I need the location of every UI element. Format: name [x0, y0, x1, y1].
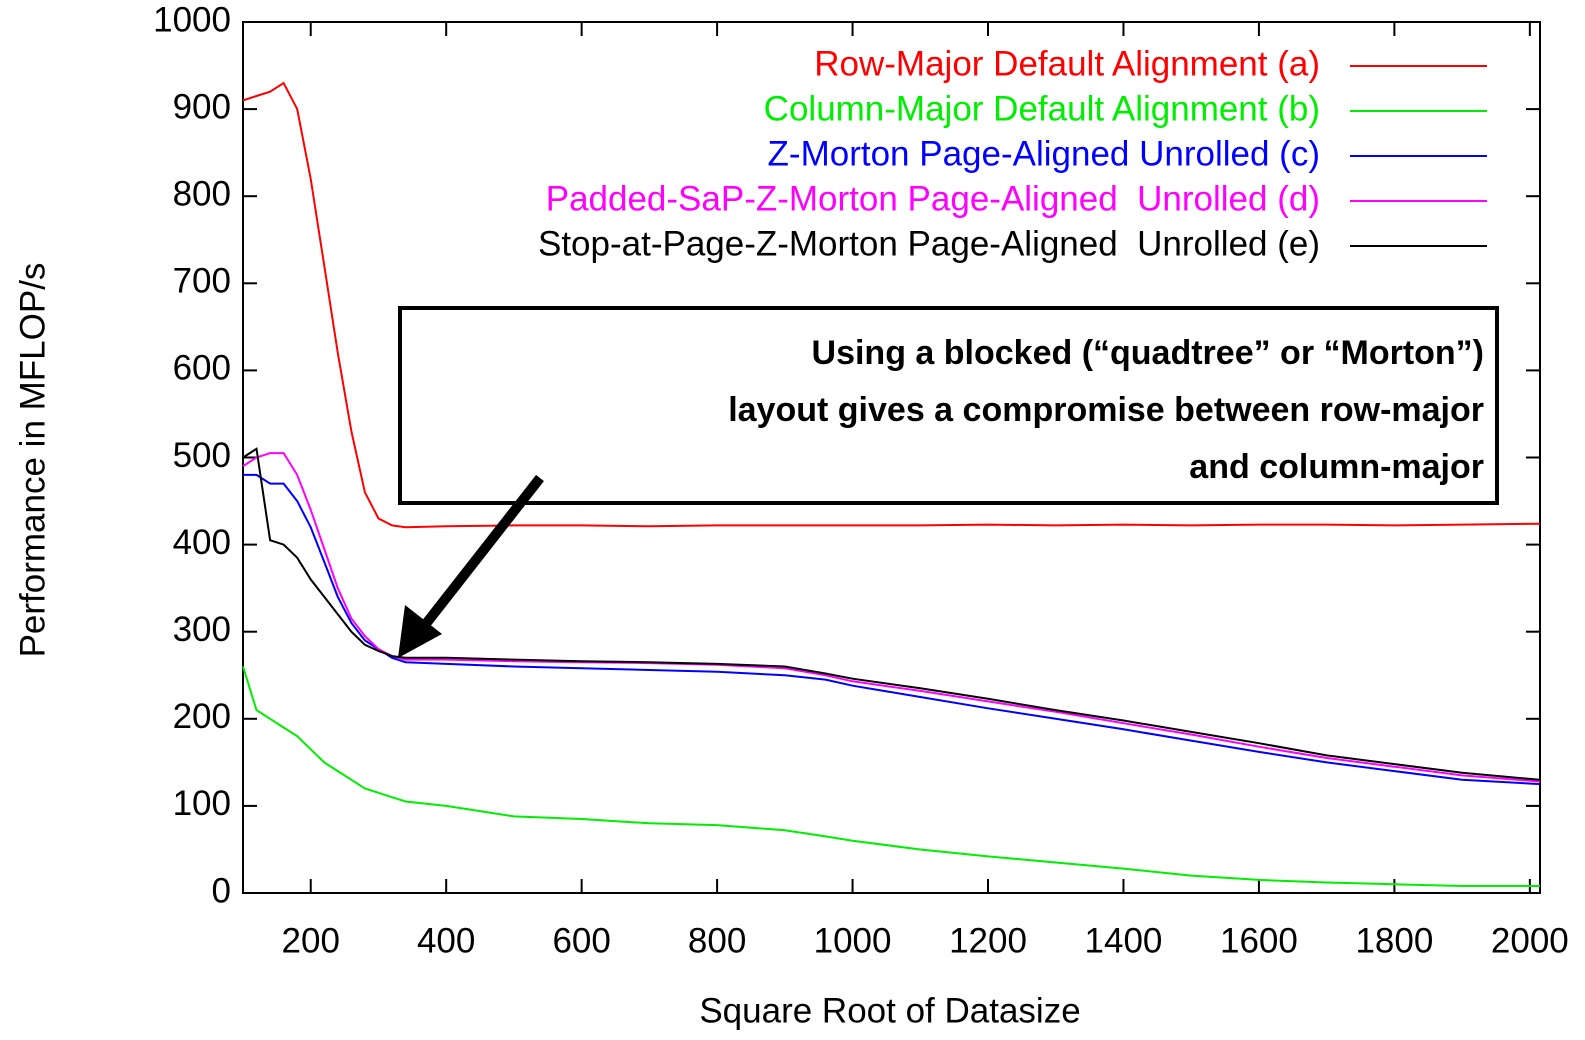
- y-tick-label: 900: [173, 87, 231, 126]
- legend-label: Column-Major Default Alignment (b): [764, 89, 1320, 128]
- x-tick-label: 1000: [814, 921, 892, 960]
- y-tick-label: 600: [173, 349, 231, 388]
- x-tick-label: 1600: [1220, 921, 1298, 960]
- annotation-text: and column-major: [1189, 448, 1484, 486]
- legend-label: Row-Major Default Alignment (a): [814, 44, 1320, 83]
- y-tick-label: 200: [173, 697, 231, 736]
- annotation-box: [398, 306, 1499, 505]
- x-tick-label: 1200: [949, 921, 1027, 960]
- legend-label: Padded-SaP-Z-Morton Page-Aligned Unrolle…: [546, 179, 1320, 218]
- y-tick-label: 1000: [153, 0, 231, 39]
- x-axis-title: Square Root of Datasize: [699, 991, 1080, 1030]
- legend-label: Z-Morton Page-Aligned Unrolled (c): [768, 134, 1320, 173]
- series-line: [242, 447, 1541, 781]
- x-tick-label: 1800: [1355, 921, 1433, 960]
- series-line: [242, 666, 1540, 887]
- annotation-text: layout gives a compromise between row-ma…: [728, 391, 1484, 429]
- x-tick-label: 1400: [1085, 921, 1163, 960]
- x-tick-label: 400: [417, 921, 475, 960]
- y-tick-label: 500: [173, 436, 231, 475]
- x-tick-label: 800: [688, 921, 746, 960]
- y-tick-label: 300: [173, 610, 231, 649]
- y-tick-label: 100: [173, 784, 231, 823]
- legend-label: Stop-at-Page-Z-Morton Page-Aligned Unrol…: [538, 224, 1320, 263]
- series-line: [242, 81, 1541, 529]
- x-tick-label: 200: [282, 921, 340, 960]
- y-tick-label: 800: [173, 174, 231, 213]
- y-axis-title: Performance in MFLOP/s: [13, 263, 52, 658]
- annotation-text: Using a blocked (“quadtree” or “Morton”): [812, 334, 1484, 372]
- series-line: [243, 473, 1541, 786]
- annotation-arrow: [421, 474, 544, 629]
- annotation-arrowhead: [398, 605, 442, 658]
- x-tick-label: 2000: [1491, 921, 1569, 960]
- y-tick-label: 400: [173, 523, 231, 562]
- y-tick-label: 0: [212, 871, 231, 910]
- y-tick-label: 700: [173, 262, 231, 301]
- x-tick-label: 600: [552, 921, 610, 960]
